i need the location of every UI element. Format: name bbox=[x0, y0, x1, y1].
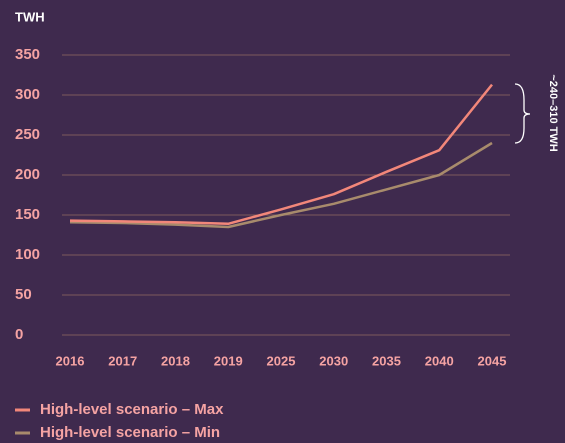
y-axis-label: TWH bbox=[15, 9, 45, 24]
x-tick-label: 2045 bbox=[478, 353, 507, 368]
x-tick-label: 2040 bbox=[425, 353, 454, 368]
y-tick-label: 100 bbox=[15, 246, 40, 263]
x-tick-label: 2016 bbox=[56, 353, 85, 368]
x-tick-label: 2019 bbox=[214, 353, 243, 368]
y-tick-label: 150 bbox=[15, 206, 40, 223]
legend-label: High-level scenario – Min bbox=[40, 424, 220, 441]
annotation: ~240–310 TWH bbox=[547, 74, 559, 151]
y-tick-label: 350 bbox=[15, 46, 40, 63]
x-tick-label: 2018 bbox=[161, 353, 190, 368]
x-tick-label: 2017 bbox=[108, 353, 137, 368]
x-tick-label: 2035 bbox=[372, 353, 401, 368]
y-tick-label: 200 bbox=[15, 166, 40, 183]
legend-label: High-level scenario – Max bbox=[40, 401, 224, 418]
x-tick-label: 2030 bbox=[319, 353, 348, 368]
x-tick-label: 2025 bbox=[267, 353, 296, 368]
brace bbox=[514, 83, 531, 144]
y-tick-label: 250 bbox=[15, 126, 40, 143]
series-line bbox=[69, 141, 493, 229]
y-tick-label: 300 bbox=[15, 86, 40, 103]
y-tick-label: 0 bbox=[15, 326, 23, 343]
series-line bbox=[69, 83, 493, 226]
y-tick-label: 50 bbox=[15, 286, 32, 303]
